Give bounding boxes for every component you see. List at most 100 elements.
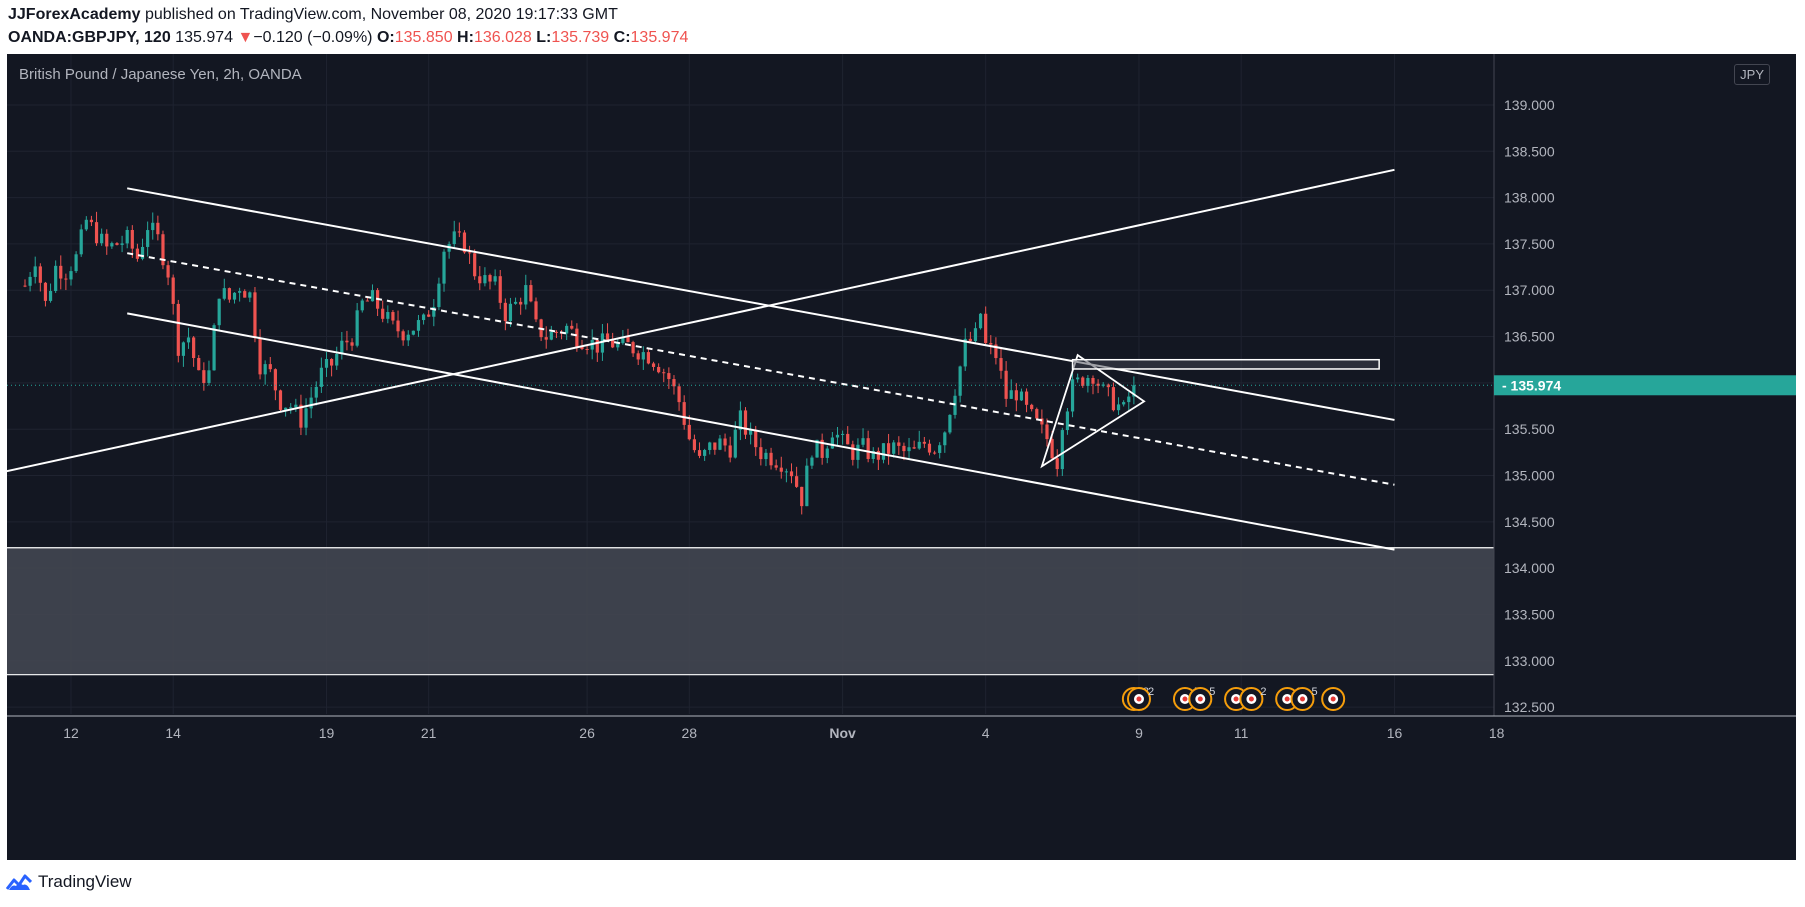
- candle-body: [1019, 391, 1024, 401]
- candle-body: [733, 429, 737, 458]
- close-label: C:: [613, 29, 631, 46]
- candle-body: [922, 441, 926, 444]
- tradingview-footer[interactable]: TradingView: [6, 872, 132, 892]
- tradingview-brand: TradingView: [38, 872, 132, 891]
- candle-body: [513, 301, 518, 304]
- candle-body: [232, 292, 237, 300]
- candle-body: [881, 443, 886, 460]
- candle-body: [570, 325, 574, 329]
- candle-body: [963, 338, 967, 367]
- candle-body: [105, 233, 109, 247]
- candle-body: [626, 336, 630, 343]
- candle-body: [886, 443, 891, 454]
- candle-body: [197, 358, 201, 371]
- y-tick-label: 138.000: [1504, 190, 1555, 206]
- candle-body: [866, 438, 870, 459]
- candle-body: [457, 231, 461, 233]
- author-name[interactable]: JJForexAcademy: [8, 6, 141, 23]
- flag-dot-icon: [1136, 696, 1142, 702]
- flag-dot-icon: [1300, 696, 1305, 702]
- last-price-label: - 135.974: [1502, 377, 1561, 393]
- candle-body: [999, 358, 1003, 371]
- chart-legend: British Pound / Japanese Yen, 2h, OANDA: [19, 66, 302, 83]
- candle-body: [222, 288, 226, 299]
- x-tick-label: 14: [165, 725, 181, 741]
- candle-body: [304, 408, 308, 428]
- y-tick-label: 133.000: [1504, 653, 1555, 669]
- candle-body: [48, 290, 53, 301]
- candle-body: [651, 363, 656, 367]
- candle-body: [79, 229, 83, 255]
- candle-body: [278, 390, 283, 410]
- candle-body: [774, 465, 778, 468]
- candle-body: [759, 447, 763, 460]
- y-tick-label: 139.000: [1504, 97, 1555, 113]
- candle-body: [467, 252, 472, 254]
- candle-body: [641, 352, 645, 360]
- candle-body: [488, 275, 492, 282]
- flag-dot-icon: [1284, 696, 1290, 702]
- y-tick-label: 138.500: [1504, 143, 1555, 159]
- candle-body: [728, 445, 732, 458]
- candle-body: [181, 342, 186, 356]
- currency-button[interactable]: JPY: [1734, 64, 1770, 85]
- x-tick-label: 18: [1489, 725, 1505, 741]
- x-tick-label: 12: [63, 725, 79, 741]
- candle-body: [738, 410, 742, 430]
- candle-body: [1065, 411, 1070, 431]
- candle-body: [401, 331, 405, 341]
- candle-body: [146, 230, 150, 247]
- candle-body: [427, 314, 431, 317]
- candle-body: [110, 243, 114, 247]
- last-price: 135.974: [175, 29, 234, 46]
- candle-body: [1024, 391, 1029, 405]
- x-tick-label: 9: [1135, 725, 1143, 741]
- y-tick-label: 133.500: [1504, 606, 1555, 622]
- publish-info: JJForexAcademy published on TradingView.…: [8, 6, 618, 24]
- candle-body: [1014, 390, 1018, 401]
- event-count: 5: [1209, 686, 1215, 698]
- candle-body: [534, 301, 538, 320]
- high-label: H:: [457, 29, 474, 46]
- candle-body: [340, 340, 344, 354]
- candle-body: [871, 450, 875, 459]
- published-text: published on TradingView.com, November 0…: [144, 6, 618, 23]
- candle-body: [825, 448, 829, 458]
- candle-body: [1004, 370, 1008, 399]
- candle-body: [611, 339, 615, 348]
- candle-body: [779, 467, 783, 472]
- candle-body: [202, 370, 206, 383]
- candle-body: [54, 265, 58, 291]
- candle-body: [207, 370, 211, 383]
- candle-body: [391, 312, 395, 321]
- y-tick-label: 136.500: [1504, 329, 1555, 345]
- candle-body: [365, 300, 369, 302]
- candle-body: [907, 447, 911, 452]
- y-tick-label: 132.500: [1504, 699, 1555, 715]
- candle-body: [984, 313, 988, 344]
- candle-body: [754, 430, 758, 448]
- candle-body: [677, 386, 681, 403]
- chart-frame[interactable]: 132.500 133.000 133.500 134.000 134.500 135.0…: [7, 54, 1796, 860]
- candle-body: [861, 438, 865, 445]
- candle-body: [892, 442, 896, 454]
- candle-body: [74, 254, 78, 272]
- candle-body: [978, 313, 983, 329]
- candle-body: [442, 251, 446, 284]
- low-label: L:: [536, 29, 552, 46]
- candle-body: [33, 266, 37, 277]
- symbol-info: OANDA:GBPJPY, 120 135.974 ▼−0.120 (−0.09…: [8, 29, 688, 47]
- candle-body: [151, 222, 155, 231]
- candle-body: [662, 372, 666, 374]
- candle-body: [508, 303, 513, 322]
- candle-body: [764, 452, 768, 460]
- candle-body: [795, 476, 799, 487]
- candle-body: [927, 443, 932, 453]
- candle-body: [186, 337, 191, 343]
- candle-body: [789, 471, 794, 477]
- candle-body: [841, 433, 845, 435]
- candle-body: [421, 314, 426, 321]
- trendline: [127, 187, 1395, 421]
- price-chart[interactable]: 132.500 133.000 133.500 134.000 134.500 135.0…: [7, 54, 1796, 860]
- candle-body: [815, 439, 819, 458]
